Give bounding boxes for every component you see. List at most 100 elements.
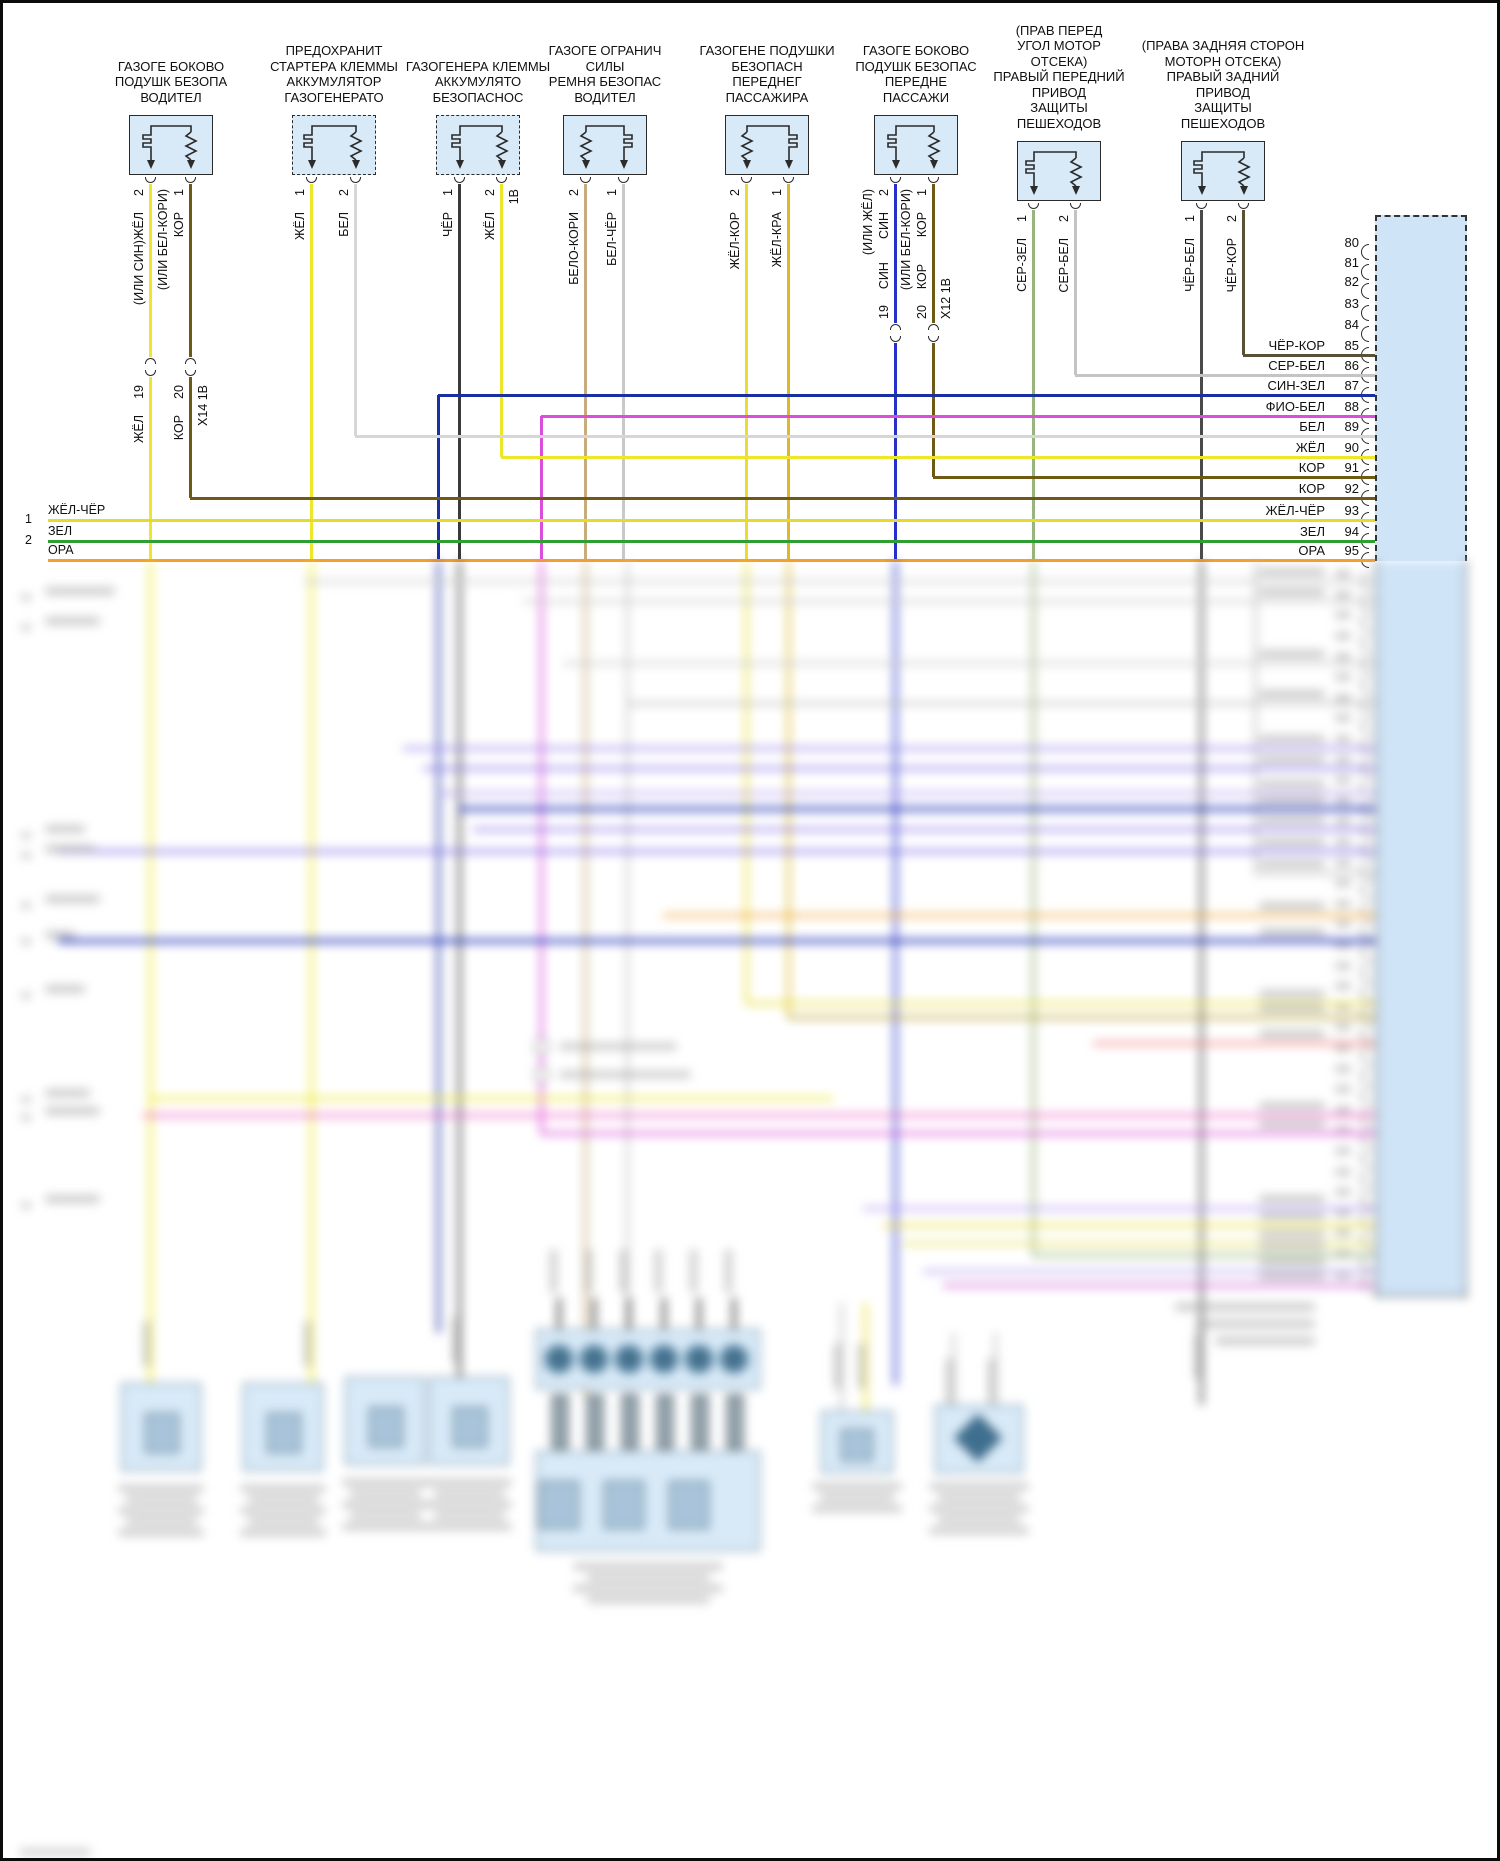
pin-socket-icon [927,177,939,183]
blurred-wire-vertical [863,1303,867,1411]
blurred-pin-number [1335,570,1351,579]
blurred-wire-horizontal [58,939,1375,943]
wire-vertical [148,184,152,357]
blurred-pin-number [1335,755,1351,764]
blurred-caption-line [586,1574,710,1581]
wire-vertical [499,184,503,457]
blurred-wire-horizontal [746,1001,1375,1005]
blurred-rotated-label [452,1317,459,1363]
blurred-left-label [45,895,100,903]
blurred-pin-number [1335,899,1351,908]
blurred-wire-vertical [993,1333,997,1405]
component-box [1017,141,1101,201]
component-label-line: ЗАЩИТЫ [1194,100,1252,115]
wire-vertical [621,184,625,561]
blurred-pin-number [1335,673,1351,682]
component-label-line: ПРИВОД [1031,84,1087,100]
blurred-caption-line [118,1507,204,1514]
connector-wire-label: СИН-ЗЕЛ [1267,378,1325,393]
wire-vertical [786,184,790,561]
blurred-caption-line [247,1496,319,1503]
blurred-wire-horizontal [627,701,1375,705]
blurred-pin-number [1335,961,1351,970]
blurred-wire-vertical [148,561,152,1385]
hatched-pin [656,1395,674,1449]
wire-vertical [1031,210,1035,561]
blurred-wire-horizontal [473,827,1375,831]
left-wire-number: 1 [25,512,32,526]
component-label-line: ПЕШЕХОДОВ [1016,115,1102,131]
connector-pin-socket-icon [1361,1005,1369,1022]
connector-pin-socket-icon [1361,943,1369,960]
blurred-left-label [45,825,85,833]
blurred-wire-label [1259,1258,1325,1266]
component-label-line: (ПРАВ ПЕРЕД [1015,22,1103,38]
blurred-wire-horizontal [403,746,1375,750]
connector-pin-socket-icon [1361,1046,1369,1063]
component-label-line: БЕЗОПАСНОС [432,89,524,105]
blurred-caption-line [433,1490,505,1497]
blurred-wire-label [1259,928,1325,936]
blurred-pin-number [1335,920,1351,929]
wire-vertical [1073,210,1077,375]
blurred-caption-line [118,1485,204,1492]
blurred-pin-number [1335,590,1351,599]
blurred-watermark [19,1849,91,1855]
blurred-left-number [21,938,31,945]
blurred-wire-horizontal [523,599,1375,603]
wire-horizontal [48,558,1375,562]
connector-pin-socket-icon [1361,717,1369,734]
blurred-wire-horizontal [541,1131,1375,1135]
blurred-caption-line [118,1529,204,1536]
wire-vertical [457,184,461,561]
blurred-wire-vertical [1031,561,1035,1255]
component-box [725,115,809,175]
connector-pin-socket-icon [1361,1149,1369,1166]
blurred-wire-horizontal [1033,1253,1375,1257]
wire-vertical [188,184,192,357]
hatched-pin [551,1395,569,1449]
blurred-pin-number [1335,982,1351,991]
connector-wire-label: ЗЕЛ [1299,524,1325,539]
blurred-wire-vertical [839,1303,843,1411]
squib-resistor-symbol [1182,142,1266,207]
blurred-pin-number [1335,1188,1351,1197]
blurred-left-number [21,594,31,601]
left-wire-label: ОРА [48,543,74,557]
squib-resistor-symbol [875,116,959,181]
blurred-wire-label [1259,588,1325,596]
connector-wire-label: КОР [1298,460,1325,475]
blurred-wire-horizontal [150,1096,833,1100]
left-wire-number: 2 [25,533,32,547]
pin-socket-icon [617,177,629,183]
blurred-wire-vertical [457,561,461,1379]
blurred-rotated-label [1194,1333,1201,1379]
blurred-rotated-label [834,1343,841,1389]
blurred-wire-label [1259,1030,1325,1038]
pin-socket-icon [1069,203,1081,209]
component-label-line: СТАРТЕРА КЛЕММЫ [270,58,398,74]
blurred-wire-label [1259,1212,1325,1220]
terminal-circle-icon [718,1343,750,1375]
connector-pin-socket-icon [1361,696,1369,713]
wire-vertical [931,184,935,323]
connector-pin-number: 89 [1344,419,1359,434]
blurred-wire-vertical [539,561,543,1133]
connector-wire-label: БЕЛ [1299,419,1325,434]
blurred-left-label [45,985,85,993]
connector-pin-socket-icon [1361,1088,1369,1105]
component-label-line: ПАССАЖИ [882,89,950,105]
component-box [1181,141,1265,201]
wire-vertical [893,343,897,561]
blurred-caption-line [240,1529,326,1536]
blurred-pin-number [1335,776,1351,785]
blurred-caption-line [349,1490,421,1497]
connector-pin-number: 90 [1344,440,1359,455]
pin-socket-icon [740,177,752,183]
blurred-pin-number [1335,1064,1351,1073]
blurred-pin-number [1335,1085,1351,1094]
blurred-caption-line [426,1523,512,1530]
blurred-caption-line [586,1596,710,1603]
component-label-line: ПРАВЫЙ ПЕРЕДНИЙ [993,69,1125,84]
component-label-line: ПАССАЖИРА [725,89,809,105]
